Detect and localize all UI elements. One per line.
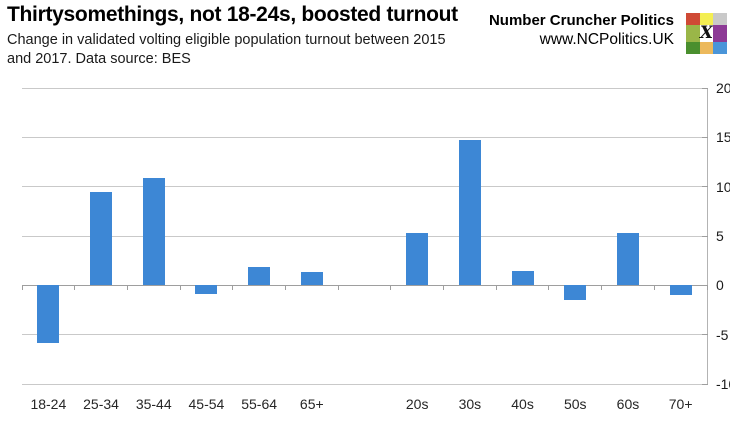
x-axis-label: 18-24 bbox=[30, 396, 67, 412]
x-axis-label: 40s bbox=[511, 396, 534, 412]
brand-url: www.NCPolitics.UK bbox=[539, 31, 674, 48]
x-axis-label: 25-34 bbox=[83, 396, 119, 412]
ncp-logo: X bbox=[686, 13, 727, 54]
logo-color-cell bbox=[713, 25, 727, 42]
y-axis-tick bbox=[702, 284, 708, 286]
gridline bbox=[22, 186, 707, 188]
y-axis-tick bbox=[702, 383, 708, 385]
chart-subtitle: Change in validated volting eligible pop… bbox=[7, 31, 446, 69]
bar-18-24 bbox=[37, 285, 60, 343]
chart-subtitle-line2: and 2017. Data source: BES bbox=[7, 51, 191, 67]
x-axis-label: 35-44 bbox=[135, 396, 172, 412]
chart-title: Thirtysomethings, not 18-24s, boosted tu… bbox=[7, 3, 458, 26]
gridline bbox=[22, 235, 707, 237]
y-axis-tick-label: 0 bbox=[716, 277, 724, 294]
y-axis-tick bbox=[702, 334, 708, 336]
bar-25-34 bbox=[90, 191, 113, 286]
chart-subtitle-line1: Change in validated volting eligible pop… bbox=[7, 32, 446, 48]
logo-x-glyph: X bbox=[699, 23, 714, 43]
gridline bbox=[22, 87, 707, 89]
x-axis-tick bbox=[126, 285, 128, 291]
logo-x-cell: X bbox=[699, 23, 714, 43]
brand-block: Number Cruncher Politics www.NCPolitics.… bbox=[489, 11, 674, 50]
x-axis-tick bbox=[337, 285, 339, 291]
bar-40s bbox=[511, 270, 534, 286]
gridline bbox=[22, 136, 707, 138]
x-axis-tick bbox=[495, 285, 497, 291]
x-axis-tick bbox=[232, 285, 234, 291]
x-axis-tick bbox=[601, 285, 603, 291]
y-axis-tick-label: 10 bbox=[716, 178, 730, 195]
x-axis-tick bbox=[74, 285, 76, 291]
x-axis-tick bbox=[443, 285, 445, 291]
logo-color-cell bbox=[699, 42, 714, 54]
x-axis-label: 70+ bbox=[668, 396, 693, 412]
zero-gridline bbox=[22, 284, 707, 286]
bar-55-64 bbox=[248, 266, 271, 286]
logo-color-cell bbox=[686, 13, 700, 25]
y-axis-tick-label: -5 bbox=[716, 326, 729, 343]
x-axis-tick bbox=[390, 285, 392, 291]
y-axis-tick-label: 5 bbox=[716, 228, 724, 244]
bar-20s bbox=[406, 233, 429, 286]
logo-color-cell bbox=[713, 42, 727, 54]
x-axis-label: 45-54 bbox=[188, 396, 225, 412]
logo-color-cell bbox=[686, 42, 700, 54]
y-axis-tick bbox=[702, 87, 708, 89]
bar-60s bbox=[616, 233, 639, 286]
y-axis-tick bbox=[702, 186, 708, 188]
gridline bbox=[22, 334, 707, 336]
y-axis-tick-label: -10 bbox=[716, 376, 730, 392]
y-axis-tick bbox=[702, 235, 708, 237]
x-axis-label: 55-64 bbox=[241, 396, 278, 412]
y-axis-tick bbox=[702, 136, 708, 138]
x-axis-label: 30s bbox=[458, 396, 482, 412]
x-axis-label: 20s bbox=[405, 396, 429, 412]
logo-color-cell bbox=[699, 13, 714, 25]
bar-45-54 bbox=[195, 285, 218, 295]
x-axis-label: 50s bbox=[563, 396, 587, 412]
x-axis-label: 60s bbox=[616, 396, 640, 412]
x-axis-tick bbox=[179, 285, 181, 291]
bar-65+ bbox=[300, 271, 323, 286]
x-axis-tick bbox=[21, 285, 23, 291]
gridline bbox=[22, 383, 707, 385]
logo-color-cell bbox=[686, 25, 700, 42]
y-axis-tick-label: 20 bbox=[716, 80, 730, 96]
x-axis-tick bbox=[548, 285, 550, 291]
logo-color-cell bbox=[713, 13, 727, 25]
x-axis-label: 65+ bbox=[299, 396, 324, 412]
bar-30s bbox=[458, 140, 481, 286]
bar-50s bbox=[564, 285, 587, 301]
bar-35-44 bbox=[142, 177, 165, 286]
x-axis-tick bbox=[653, 285, 655, 291]
bar-70+ bbox=[669, 285, 692, 296]
y-axis-tick-label: 15 bbox=[716, 129, 730, 146]
x-axis-tick bbox=[284, 285, 286, 291]
x-axis-tick bbox=[706, 285, 708, 291]
brand-name: Number Cruncher Politics bbox=[488, 12, 674, 29]
